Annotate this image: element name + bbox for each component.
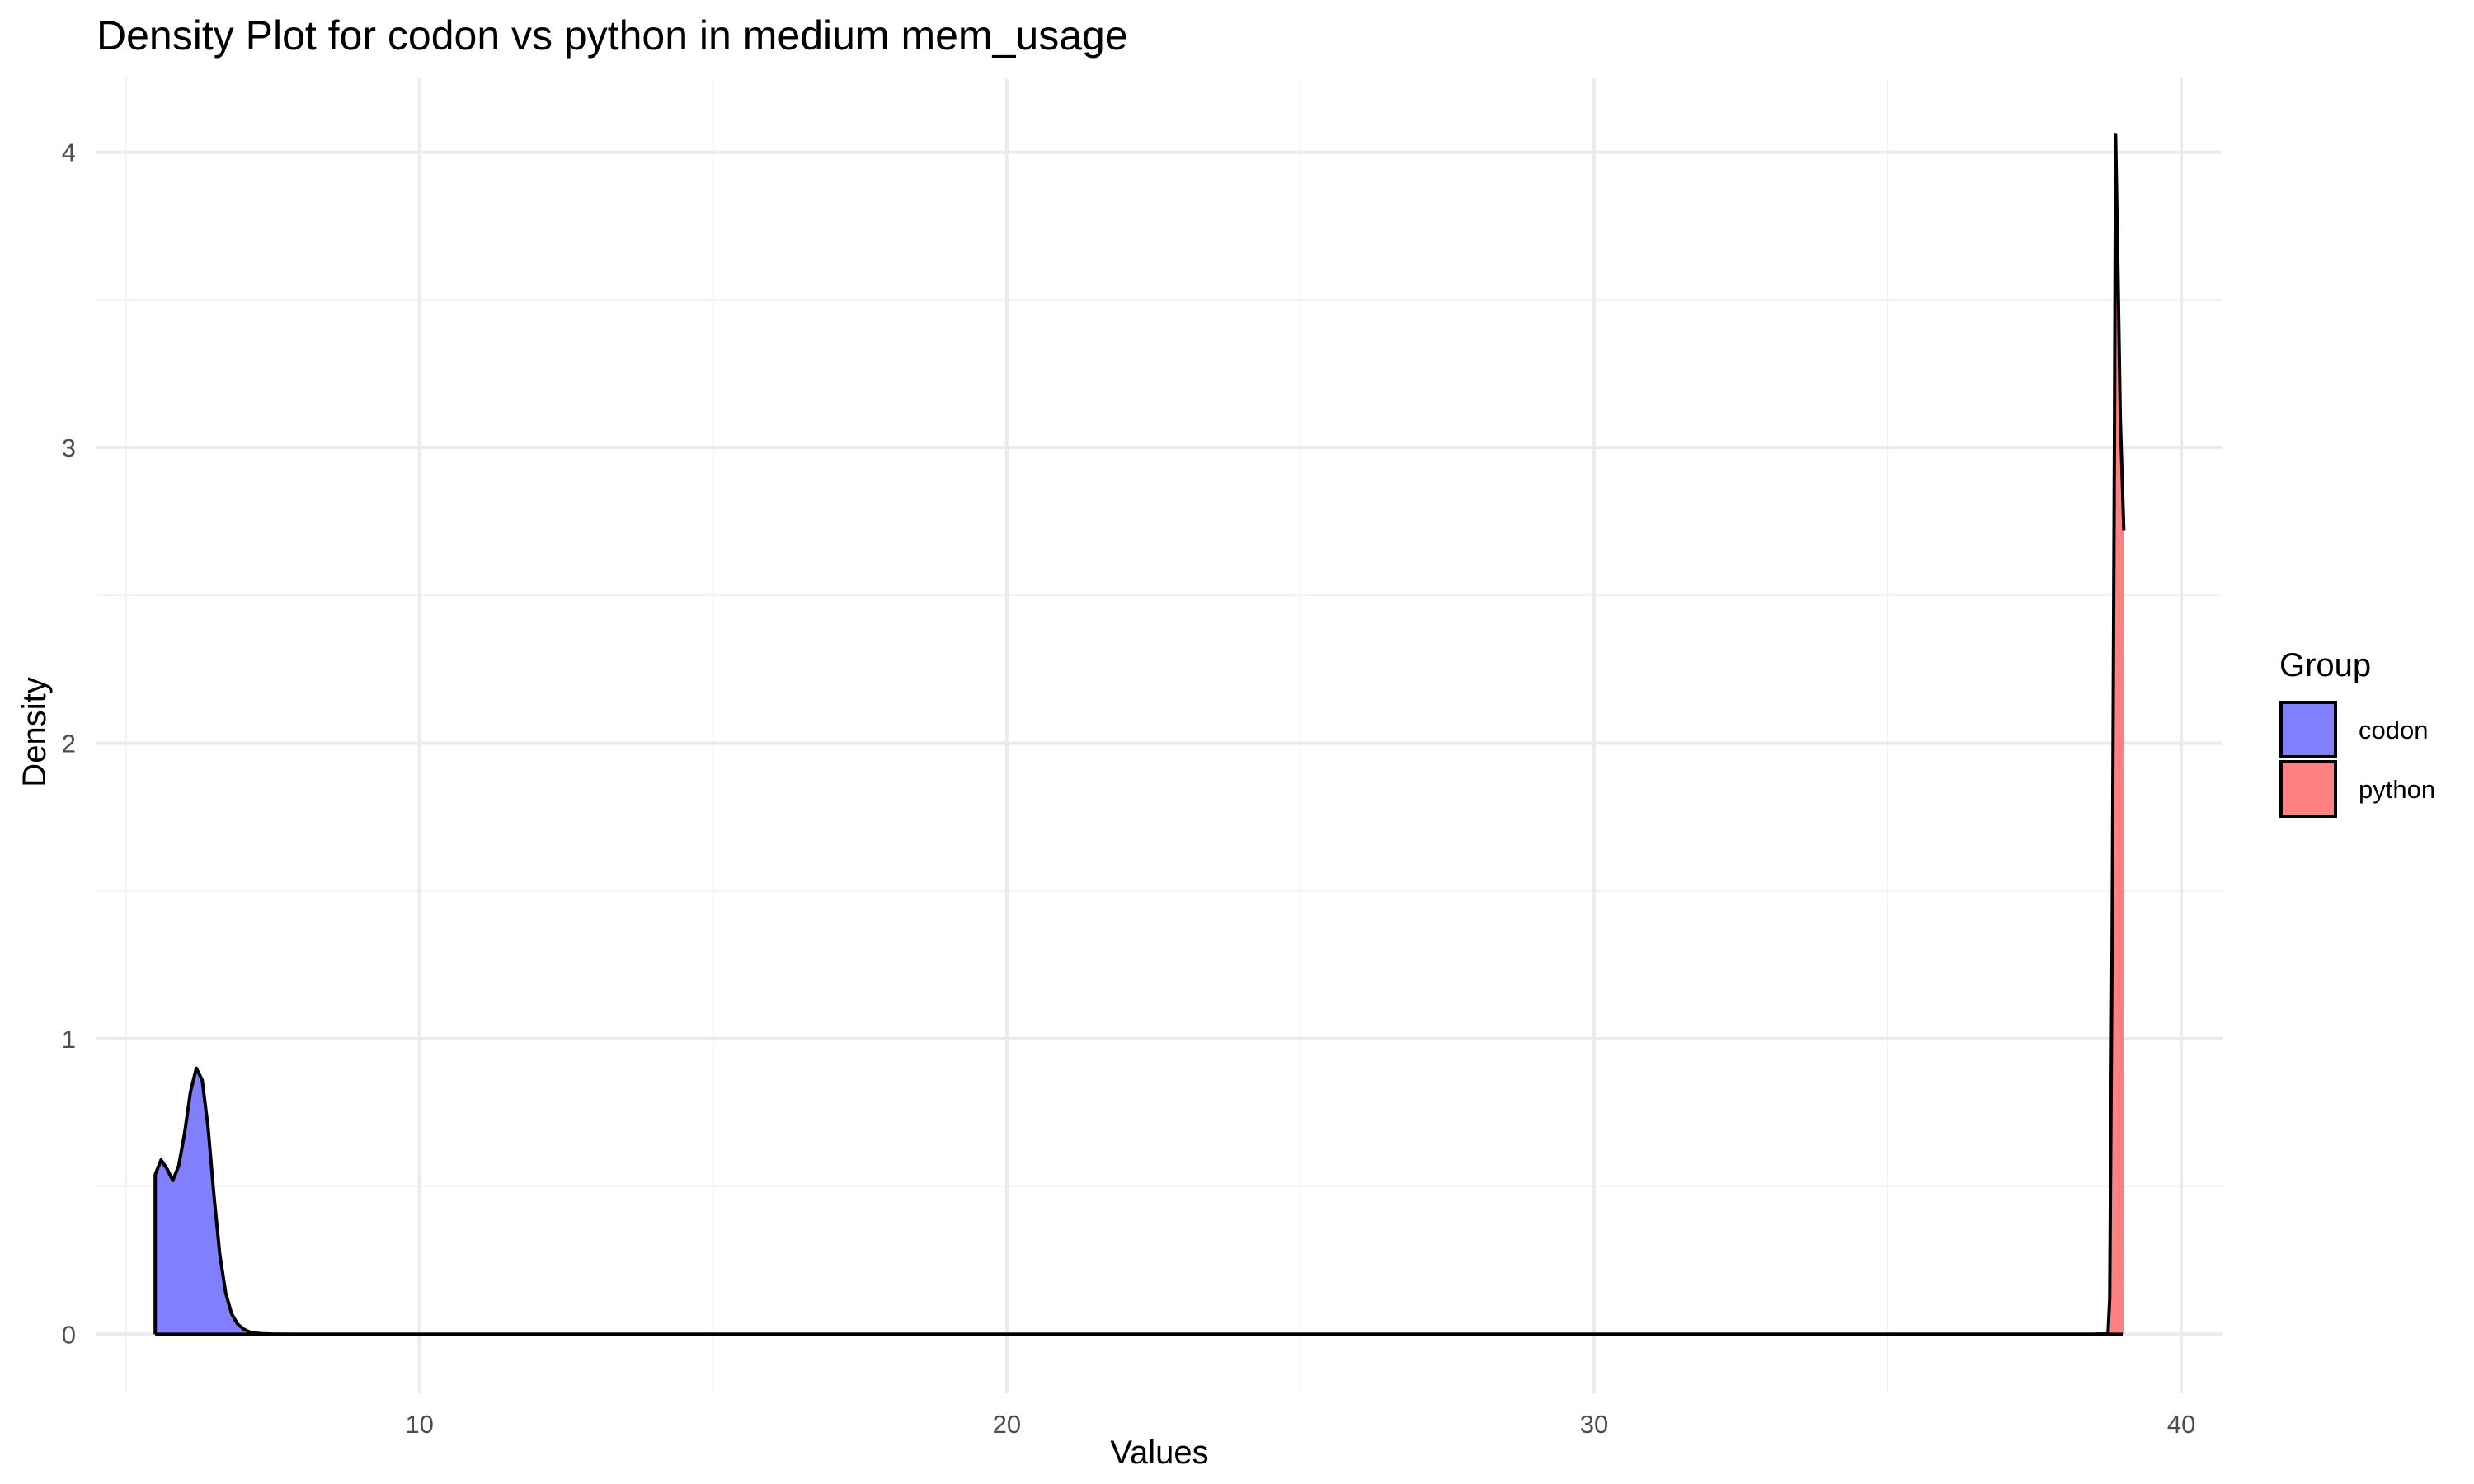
- legend-title: Group: [2279, 647, 2371, 683]
- x-tick-label: 20: [993, 1410, 1021, 1439]
- codon-legend-key: [2279, 701, 2337, 758]
- python-legend-label: python: [2359, 775, 2435, 804]
- codon-density-area: [155, 1068, 2123, 1335]
- python-density-line: [155, 133, 2126, 1336]
- grid-lines: [96, 78, 2222, 1393]
- density-outlines: [153, 133, 2126, 1336]
- legend-items: codon python: [2279, 701, 2435, 818]
- chart-title: Density Plot for codon vs python in medi…: [96, 12, 1128, 59]
- x-axis-ticks: 10 20 30 40: [405, 1410, 2195, 1439]
- python-legend-key: [2279, 760, 2337, 818]
- x-tick-label: 40: [2167, 1410, 2195, 1439]
- y-tick-label: 4: [62, 139, 76, 167]
- y-tick-label: 1: [62, 1025, 76, 1054]
- python-density-area: [155, 134, 2124, 1335]
- x-axis-title: Values: [1110, 1435, 1208, 1471]
- x-tick-label: 30: [1580, 1410, 1608, 1439]
- x-tick-label: 10: [405, 1410, 433, 1439]
- y-tick-label: 3: [62, 434, 76, 463]
- codon-legend-label: codon: [2359, 716, 2428, 744]
- legend: Group codon python: [2279, 647, 2435, 818]
- y-axis-ticks: 0 1 2 3 4: [62, 139, 76, 1350]
- y-tick-label: 0: [62, 1320, 76, 1349]
- y-axis-title: Density: [16, 677, 53, 787]
- density-areas: [155, 134, 2124, 1335]
- y-tick-label: 2: [62, 729, 76, 758]
- codon-density-line: [153, 1066, 2123, 1336]
